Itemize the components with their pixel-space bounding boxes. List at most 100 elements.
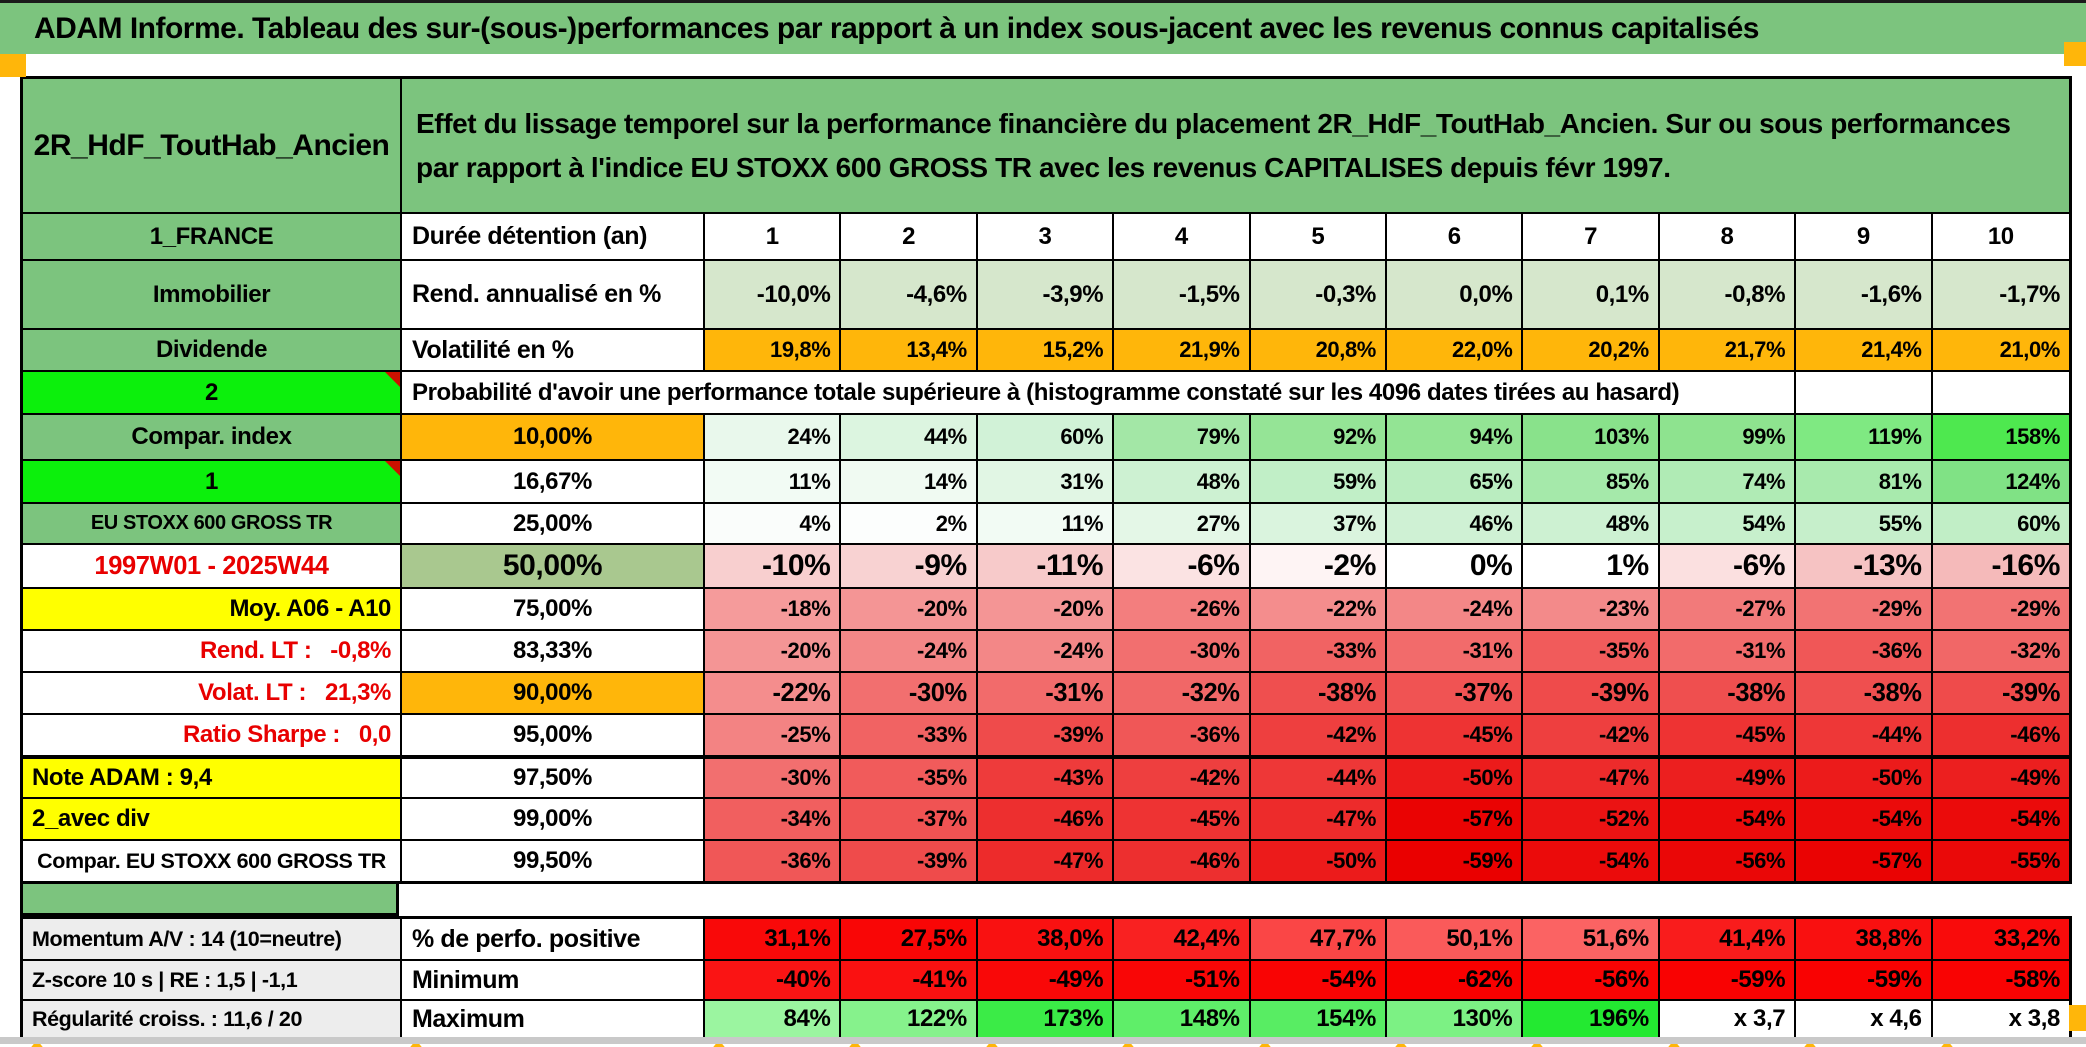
row-label-p16[interactable]: 1 <box>23 459 402 502</box>
value-cell-rendement-8[interactable]: -0,8% <box>1659 259 1797 328</box>
value-cell-minimum-2[interactable]: -41% <box>841 959 978 999</box>
value-cell-minimum-5[interactable]: -54% <box>1250 959 1387 999</box>
value-cell-p50-10[interactable]: -16% <box>1932 543 2069 587</box>
value-cell-maximum-10[interactable]: x 3,8 <box>1932 999 2069 1037</box>
value-cell-p10-6[interactable]: 94% <box>1386 413 1524 459</box>
value-cell-perf-positive-5[interactable]: 47,7% <box>1250 919 1387 959</box>
value-cell-duration-9[interactable]: 9 <box>1796 214 1933 259</box>
value-cell-p83-7[interactable]: -35% <box>1523 629 1660 671</box>
value-cell-p95-2[interactable]: -33% <box>841 713 978 755</box>
value-cell-p995-4[interactable]: -46% <box>1114 839 1251 881</box>
value-cell-p975-3[interactable]: -43% <box>977 755 1115 797</box>
row-label-p10[interactable]: Compar. index <box>23 413 402 459</box>
value-cell-p10-5[interactable]: 92% <box>1250 413 1387 459</box>
row-label-p25[interactable]: EU STOXX 600 GROSS TR <box>23 502 402 543</box>
value-cell-p99-5[interactable]: -47% <box>1250 797 1387 839</box>
value-cell-rendement-3[interactable]: -3,9% <box>977 259 1115 328</box>
value-cell-rendement-2[interactable]: -4,6% <box>841 259 978 328</box>
value-cell-minimum-7[interactable]: -56% <box>1523 959 1660 999</box>
row-label-minimum[interactable]: Z-score 10 s | RE : 1,5 | -1,1 <box>23 959 402 999</box>
value-cell-p50-9[interactable]: -13% <box>1796 543 1933 587</box>
value-cell-rendement-7[interactable]: 0,1% <box>1523 259 1660 328</box>
value-cell-maximum-2[interactable]: 122% <box>841 999 978 1037</box>
value-cell-minimum-6[interactable]: -62% <box>1386 959 1524 999</box>
metric-cell-rendement[interactable]: Rend. annualisé en % <box>402 259 705 328</box>
value-cell-p50-6[interactable]: 0% <box>1386 543 1524 587</box>
row-label-perf-positive[interactable]: Momentum A/V : 14 (10=neutre) <box>23 919 402 959</box>
value-cell-p90-3[interactable]: -31% <box>977 671 1115 713</box>
value-cell-p83-5[interactable]: -33% <box>1250 629 1387 671</box>
value-cell-duration-8[interactable]: 8 <box>1659 214 1797 259</box>
value-cell-p83-10[interactable]: -32% <box>1932 629 2069 671</box>
value-cell-p75-3[interactable]: -20% <box>977 587 1115 629</box>
value-cell-p975-7[interactable]: -47% <box>1523 755 1660 797</box>
value-cell-volatilite-3[interactable]: 15,2% <box>977 328 1115 370</box>
value-cell-p975-5[interactable]: -44% <box>1250 755 1387 797</box>
value-cell-p90-5[interactable]: -38% <box>1250 671 1387 713</box>
value-cell-p90-8[interactable]: -38% <box>1659 671 1797 713</box>
value-cell-p995-7[interactable]: -54% <box>1523 839 1660 881</box>
value-cell-p90-7[interactable]: -39% <box>1523 671 1660 713</box>
value-cell-duration-6[interactable]: 6 <box>1386 214 1524 259</box>
value-cell-p995-5[interactable]: -50% <box>1250 839 1387 881</box>
row-label-p75[interactable]: Moy. A06 - A10 <box>23 587 402 629</box>
value-cell-p25-5[interactable]: 37% <box>1250 502 1387 543</box>
value-cell-p25-2[interactable]: 2% <box>841 502 978 543</box>
value-cell-duration-1[interactable]: 1 <box>705 214 842 259</box>
value-cell-volatilite-7[interactable]: 20,2% <box>1523 328 1660 370</box>
value-cell-p16-7[interactable]: 85% <box>1523 459 1660 502</box>
value-cell-maximum-3[interactable]: 173% <box>977 999 1115 1037</box>
value-cell-duration-2[interactable]: 2 <box>841 214 978 259</box>
value-cell-p16-6[interactable]: 65% <box>1386 459 1524 502</box>
value-cell-minimum-8[interactable]: -59% <box>1659 959 1797 999</box>
value-cell-p10-10[interactable]: 158% <box>1932 413 2069 459</box>
value-cell-rendement-10[interactable]: -1,7% <box>1932 259 2069 328</box>
value-cell-p83-8[interactable]: -31% <box>1659 629 1797 671</box>
value-cell-p90-9[interactable]: -38% <box>1796 671 1933 713</box>
value-cell-p75-6[interactable]: -24% <box>1386 587 1524 629</box>
value-cell-p995-6[interactable]: -59% <box>1386 839 1524 881</box>
value-cell-rendement-4[interactable]: -1,5% <box>1114 259 1251 328</box>
value-cell-p50-4[interactable]: -6% <box>1114 543 1251 587</box>
value-cell-p75-8[interactable]: -27% <box>1659 587 1797 629</box>
value-cell-p83-4[interactable]: -30% <box>1114 629 1251 671</box>
value-cell-p99-4[interactable]: -45% <box>1114 797 1251 839</box>
value-cell-p16-4[interactable]: 48% <box>1114 459 1251 502</box>
value-cell-duration-4[interactable]: 4 <box>1114 214 1251 259</box>
row-label-p50[interactable]: 1997W01 - 2025W44 <box>23 543 402 587</box>
description-cell[interactable]: Effet du lissage temporel sur la perform… <box>402 79 2069 212</box>
row-label-p90[interactable]: Volat. LT : 21,3% <box>23 671 402 713</box>
value-cell-duration-10[interactable]: 10 <box>1932 214 2069 259</box>
value-cell-p995-2[interactable]: -39% <box>841 839 978 881</box>
empty-cell-proba-header-9[interactable] <box>1796 370 1933 413</box>
pct-cell-p975[interactable]: 97,50% <box>402 755 705 797</box>
value-cell-p995-9[interactable]: -57% <box>1796 839 1933 881</box>
value-cell-p90-4[interactable]: -32% <box>1114 671 1251 713</box>
pct-cell-p10[interactable]: 10,00% <box>402 413 705 459</box>
placement-name-cell[interactable]: 2R_HdF_ToutHab_Ancien <box>23 79 402 212</box>
value-cell-p50-8[interactable]: -6% <box>1659 543 1797 587</box>
metric-cell-minimum[interactable]: Minimum <box>402 959 705 999</box>
value-cell-minimum-9[interactable]: -59% <box>1796 959 1933 999</box>
value-cell-volatilite-8[interactable]: 21,7% <box>1659 328 1797 370</box>
value-cell-p75-5[interactable]: -22% <box>1250 587 1387 629</box>
pct-cell-p50[interactable]: 50,00% <box>402 543 705 587</box>
value-cell-p90-10[interactable]: -39% <box>1932 671 2069 713</box>
value-cell-volatilite-5[interactable]: 20,8% <box>1250 328 1387 370</box>
value-cell-p16-2[interactable]: 14% <box>841 459 978 502</box>
value-cell-p975-8[interactable]: -49% <box>1659 755 1797 797</box>
pct-cell-p75[interactable]: 75,00% <box>402 587 705 629</box>
value-cell-p99-2[interactable]: -37% <box>841 797 978 839</box>
value-cell-p99-9[interactable]: -54% <box>1796 797 1933 839</box>
value-cell-p95-1[interactable]: -25% <box>705 713 842 755</box>
value-cell-perf-positive-7[interactable]: 51,6% <box>1523 919 1660 959</box>
value-cell-rendement-9[interactable]: -1,6% <box>1796 259 1933 328</box>
value-cell-p99-3[interactable]: -46% <box>977 797 1115 839</box>
value-cell-p16-9[interactable]: 81% <box>1796 459 1933 502</box>
separator-green-cell[interactable] <box>20 884 399 916</box>
value-cell-p95-5[interactable]: -42% <box>1250 713 1387 755</box>
value-cell-rendement-5[interactable]: -0,3% <box>1250 259 1387 328</box>
row-label-p83[interactable]: Rend. LT : -0,8% <box>23 629 402 671</box>
value-cell-p995-8[interactable]: -56% <box>1659 839 1797 881</box>
value-cell-p99-8[interactable]: -54% <box>1659 797 1797 839</box>
